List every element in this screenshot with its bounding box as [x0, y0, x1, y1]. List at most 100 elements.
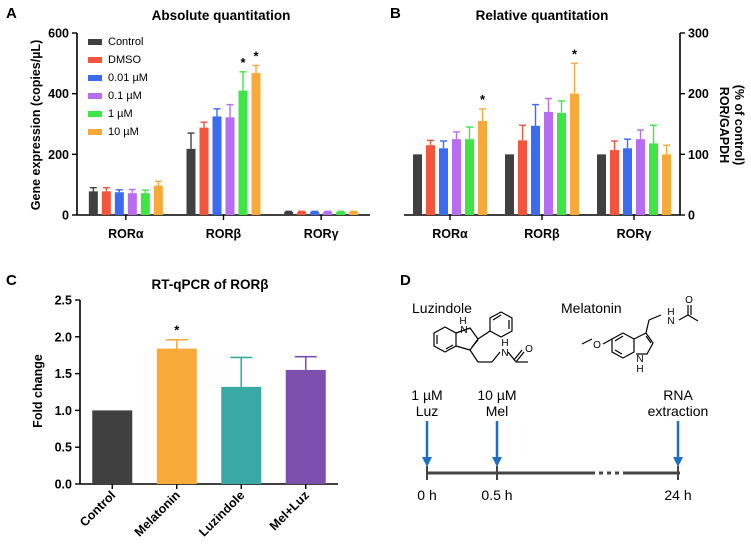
luz-pyrrole-double	[471, 339, 479, 348]
panel-b-significance-0: *	[480, 92, 486, 107]
panel-a-significance-0: *	[240, 55, 246, 70]
panel-b-bar-0-3	[452, 139, 461, 215]
mel-methyl	[687, 314, 699, 322]
panel-a-bar-0-4	[140, 193, 150, 215]
panel-a-bar-0-5	[153, 185, 163, 215]
panel-a-legend-label-2: 0.01 µM	[108, 72, 148, 84]
mel-benzo-ring	[611, 332, 635, 359]
panel-b-bar-1-5	[570, 93, 579, 215]
panel-a-xtick-label-0: RORα	[108, 227, 144, 241]
panel-a-ytick-label-3: 600	[48, 27, 69, 41]
panel-a-bar-2-1	[297, 211, 307, 215]
panel-a-legend-label-3: 0.1 µM	[108, 90, 142, 102]
panel-a-legend-swatch-2	[88, 75, 102, 81]
luzindole-label: Luzindole	[412, 300, 472, 316]
luz-benzo-double2	[445, 344, 454, 350]
panel-c-ytick-label-4: 2.0	[55, 330, 72, 344]
panel-b-bar-0-1	[426, 145, 435, 215]
panel-c-xtick-label-0: Control	[77, 488, 118, 529]
panel-a-bar-1-3	[225, 117, 235, 215]
panel-c-xtick-label-3: Mel+Luz	[267, 488, 312, 533]
panel-a-xtick-label-1: RORβ	[206, 227, 242, 241]
mel-benzo-double1	[614, 335, 624, 342]
luz-nh-n: N	[460, 325, 467, 336]
luz-phenyl-ring	[489, 311, 513, 338]
panel-a-legend-swatch-4	[88, 111, 102, 117]
panel-b-bar-1-1	[518, 140, 527, 215]
panel-a-legend-swatch-1	[88, 57, 102, 63]
timeline-dose-1: 10 µM	[477, 387, 516, 403]
panel-a-significance-1: *	[253, 48, 259, 63]
luz-carbonyl-double	[513, 349, 523, 361]
panel-c-significance-0: *	[174, 323, 180, 338]
panel-a-bar-2-0	[284, 211, 294, 215]
panel-a-bar-0-0	[88, 191, 98, 215]
luz-nh-h: H	[459, 316, 466, 327]
panel-a-legend-label-0: Control	[108, 36, 143, 48]
panel-b-bar-2-1	[610, 150, 619, 215]
panel-d: D Luzindole Melatonin H N	[400, 272, 708, 503]
luz-benzyl-ch2	[477, 330, 491, 340]
panel-a-ytick-label-0: 0	[62, 209, 69, 223]
panel-a-bar-0-1	[101, 191, 111, 215]
panel-c-bars: *	[92, 323, 326, 484]
panel-a-ytick-label-2: 400	[48, 87, 69, 101]
panel-a-bar-0-3	[127, 193, 137, 215]
melatonin-structure	[581, 305, 699, 359]
panel-a-bar-1-4	[238, 90, 248, 215]
panel-a-title: Absolute quantitation	[152, 8, 291, 23]
luzindole-structure	[433, 311, 528, 363]
panel-a-legend-swatch-5	[88, 129, 102, 135]
panel-a-bar-1-5	[251, 73, 261, 215]
panel-b-bar-2-5	[662, 154, 671, 215]
timeline-time-1: 0.5 h	[481, 487, 512, 503]
panel-a-legend: Control DMSO 0.01 µM 0.1 µM 1 µM 10 µM	[88, 36, 148, 138]
panel-b-bar-1-2	[531, 125, 540, 215]
luz-amide-h: H	[501, 338, 508, 349]
timeline-arrow-head-0	[422, 457, 432, 467]
panel-c-xtick-label-1: Melatonin	[132, 488, 183, 539]
panel-d-letter: D	[400, 272, 411, 289]
panel-a-legend-label-4: 1 µM	[108, 108, 133, 120]
panel-c-ytick-label-1: 0.5	[55, 441, 72, 455]
panel-b-bar-0-2	[439, 148, 448, 215]
panel-b-ytick-label-0: 0	[688, 209, 695, 223]
panel-c-ytick-label-0: 0.0	[55, 478, 72, 492]
panel-b-bar-1-4	[557, 113, 566, 215]
panel-c-bar-0	[92, 410, 133, 484]
luz-amide-bond	[507, 351, 517, 363]
mel-pyrrole	[633, 332, 654, 355]
panel-b-ylabel2: (% of control)	[732, 85, 746, 166]
mel-ring-n: N	[636, 354, 643, 365]
panel-b-bar-0-5	[478, 120, 487, 215]
panel-a-ytick-label-1: 200	[48, 148, 69, 162]
panel-a-xtick-label-2: RORγ	[304, 227, 339, 241]
timeline-drug-0: Luz	[416, 403, 439, 419]
luz-phenyl-double1	[492, 314, 502, 321]
panel-a-bar-1-2	[212, 116, 222, 215]
mel-methoxy-ch3	[581, 338, 593, 345]
timeline-arrow-head-1	[492, 457, 502, 467]
panel-c-ytick-label-3: 1.5	[55, 367, 72, 381]
panel-a-bar-2-3	[323, 211, 333, 215]
panel-c-bar-3	[285, 369, 326, 484]
mel-amide-bond	[678, 314, 689, 321]
panel-c-ytick-label-5: 2.5	[55, 294, 72, 308]
mel-benzo-double2	[614, 349, 623, 355]
panel-a-bars: * *	[88, 48, 359, 215]
luz-carbonyl	[515, 351, 525, 363]
mel-chain2	[648, 314, 662, 321]
mel-amide-h: H	[667, 307, 674, 318]
panel-c-ytick-label-2: 1.0	[55, 404, 72, 418]
mel-o: O	[685, 295, 693, 306]
panel-a-letter: A	[6, 5, 17, 22]
panel-b-significance-1: *	[572, 46, 578, 61]
panel-b-axes: 0 100 200 300 RORα RORβ RORγ	[404, 27, 709, 241]
panel-b-ytick-label-3: 300	[688, 27, 709, 41]
panel-a-legend-swatch-0	[88, 39, 102, 45]
panel-c-letter: C	[6, 272, 17, 289]
panel-b-bar-0-4	[465, 139, 474, 215]
panel-b-title: Relative quantitation	[476, 8, 609, 23]
